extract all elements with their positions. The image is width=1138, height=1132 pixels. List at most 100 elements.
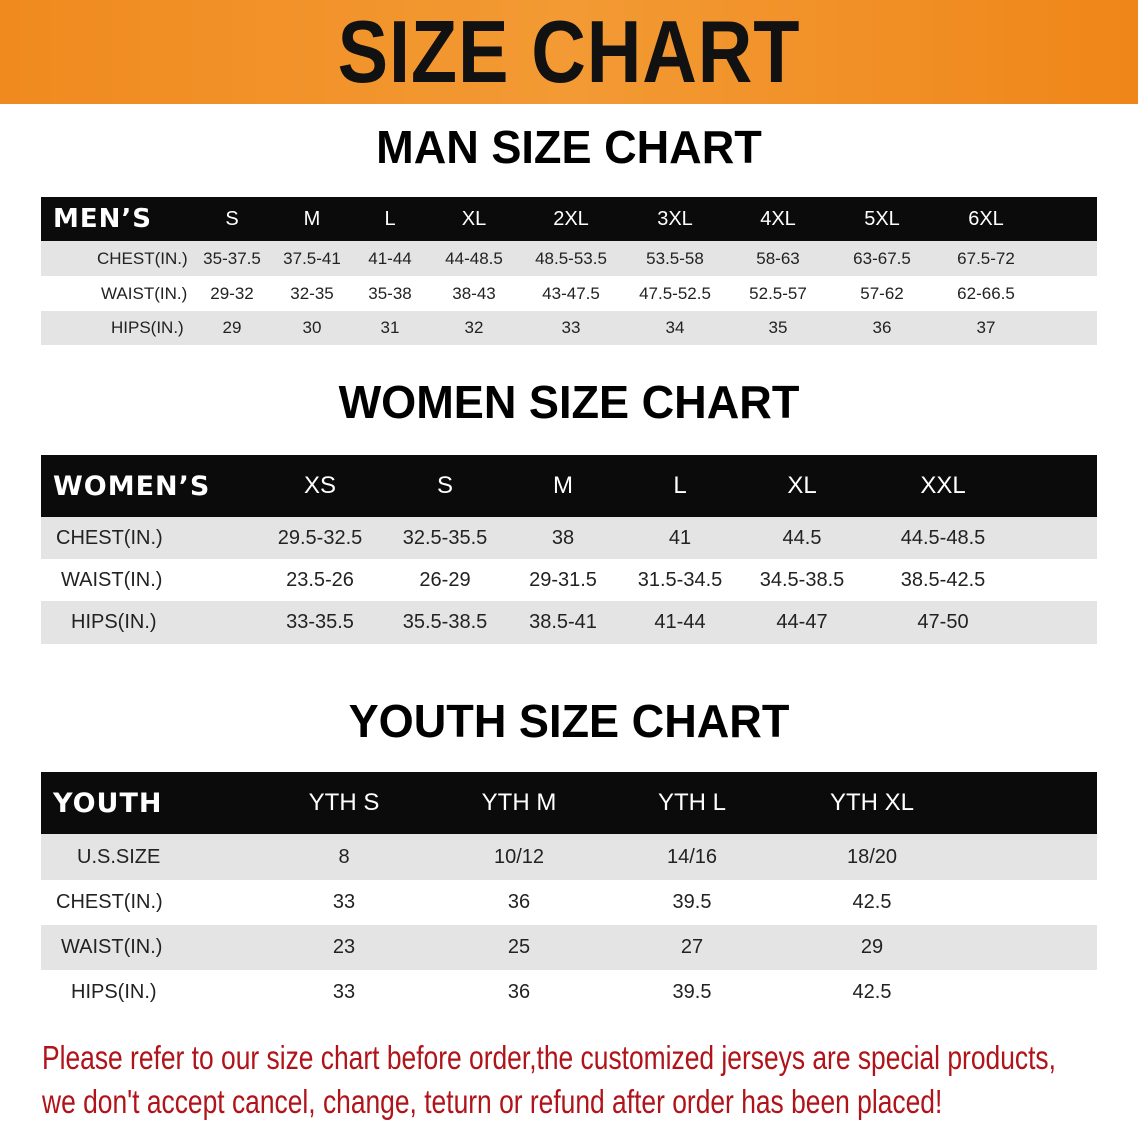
- youth-table-row: WAIST(IN.) 23 25 27 29: [41, 925, 1097, 970]
- row-label: CHEST(IN.): [56, 891, 163, 913]
- table-cell: 8: [338, 845, 350, 868]
- table-cell: 32.5-35.5: [402, 526, 488, 549]
- table-cell: 39.5: [672, 981, 712, 1003]
- men-size-l: L: [384, 207, 396, 230]
- women-size-xxl: XXL: [920, 472, 966, 499]
- table-cell: 57-62: [860, 283, 904, 303]
- women-table-row: CHEST(IN.) 29.5-32.5 32.5-35.5 38 41 44.5 44.5…: [41, 517, 1097, 559]
- table-cell: 25: [507, 936, 531, 958]
- women-size-xl: XL: [787, 472, 817, 499]
- table-cell: 31.5-34.5: [637, 568, 723, 591]
- men-size-s: S: [225, 207, 239, 230]
- table-cell: 42.5: [852, 981, 892, 1003]
- men-table-row: HIPS(IN.) 29 30 31 32 33 34 35 36 37: [41, 311, 1097, 345]
- table-cell: 27: [680, 936, 704, 958]
- men-size-xl: XL: [461, 207, 487, 230]
- youth-section-title: YOUTH SIZE CHART: [348, 695, 790, 747]
- banner-title: SIZE CHART: [337, 2, 801, 101]
- women-header-label: WOMEN’S: [53, 470, 211, 502]
- table-cell: 44.5-48.5: [900, 526, 986, 549]
- table-cell: 62-66.5: [957, 283, 1015, 303]
- table-cell: 29-32: [210, 283, 254, 303]
- table-cell: 33: [332, 981, 356, 1003]
- table-cell: 44-48.5: [445, 248, 503, 268]
- table-cell: 41: [668, 526, 692, 549]
- women-header-row: WOMEN’S XS S M L XL XXL: [41, 455, 1097, 517]
- table-cell: 37: [976, 318, 996, 337]
- table-cell: 44.5: [782, 526, 822, 549]
- table-cell: 43-47.5: [542, 283, 600, 303]
- men-size-5xl: 5XL: [864, 207, 900, 230]
- table-cell: 41-44: [654, 611, 706, 633]
- note-line-1: Please refer to our size chart before or…: [42, 1039, 1056, 1076]
- table-cell: 29.5-32.5: [277, 526, 363, 549]
- table-cell: 41-44: [368, 248, 412, 268]
- table-cell: 38.5-41: [529, 611, 597, 633]
- men-size-3xl: 3XL: [657, 207, 693, 230]
- table-cell: 39.5: [672, 891, 712, 913]
- table-cell: 31: [380, 318, 400, 337]
- women-table-row: HIPS(IN.) 33-35.5 35.5-38.5 38.5-41 41-44 44-…: [41, 601, 1097, 644]
- row-label: HIPS(IN.): [71, 981, 157, 1003]
- table-cell: 32-35: [290, 283, 334, 303]
- table-cell: 33: [561, 318, 581, 337]
- women-size-m: M: [553, 472, 573, 499]
- women-size-s: S: [436, 472, 454, 499]
- table-cell: 67.5-72: [957, 248, 1015, 268]
- women-section-title: WOMEN SIZE CHART: [338, 376, 800, 428]
- table-cell: 32: [464, 318, 484, 337]
- table-cell: 29-31.5: [529, 568, 597, 591]
- men-size-6xl: 6XL: [968, 207, 1004, 230]
- table-cell: 47.5-52.5: [639, 283, 711, 303]
- table-cell: 52.5-57: [749, 283, 807, 303]
- men-size-table: MEN’S S M L XL 2XL 3XL 4XL 5XL 6XL CHEST(IN.) 35-37…: [41, 197, 1097, 345]
- table-cell: 44-47: [776, 611, 828, 633]
- table-cell: 29: [222, 318, 242, 337]
- table-cell: 26-29: [419, 568, 471, 591]
- note-line-2: we don't accept cancel, change, teturn o…: [42, 1083, 943, 1120]
- table-cell: 36: [872, 318, 892, 337]
- table-cell: 35-38: [368, 283, 412, 303]
- table-cell: 35: [768, 318, 788, 337]
- row-label: CHEST(IN.): [56, 526, 163, 549]
- table-cell: 10/12: [493, 845, 545, 868]
- youth-size-yth-m: YTH M: [481, 789, 557, 816]
- table-cell: 63-67.5: [853, 248, 911, 268]
- women-size-xs: XS: [303, 472, 337, 499]
- youth-size-yth-xl: YTH XL: [829, 789, 915, 816]
- table-cell: 29: [860, 936, 884, 958]
- row-label: HIPS(IN.): [71, 611, 157, 633]
- row-label: U.S.SIZE: [77, 845, 161, 868]
- table-cell: 36: [507, 981, 531, 1003]
- youth-header-row: YOUTH YTH S YTH M YTH L YTH XL: [41, 772, 1097, 834]
- table-cell: 35.5-38.5: [402, 611, 488, 633]
- table-cell: 33-35.5: [286, 611, 354, 633]
- men-table-row: CHEST(IN.) 35-37.5 37.5-41 41-44 44-48.5 48.5…: [41, 241, 1097, 276]
- youth-size-yth-l: YTH L: [657, 789, 727, 816]
- table-cell: 23.5-26: [286, 568, 354, 591]
- men-table-row: WAIST(IN.) 29-32 32-35 35-38 38-43 43-47.5 47.…: [41, 276, 1097, 311]
- women-size-table: WOMEN’S XS S M L XL XXL CHEST(IN.) 29.5-32.5 32.5…: [41, 455, 1097, 644]
- banner: SIZE CHART: [0, 0, 1138, 104]
- youth-size-table: YOUTH YTH S YTH M YTH L YTH XL U.S.SIZE 8 10/12…: [41, 772, 1097, 1015]
- youth-header-label: YOUTH: [53, 787, 163, 819]
- women-size-l: L: [673, 472, 687, 499]
- youth-table-row: HIPS(IN.) 33 36 39.5 42.5: [41, 970, 1097, 1015]
- table-cell: 38: [551, 526, 575, 549]
- women-table-row: WAIST(IN.) 23.5-26 26-29 29-31.5 31.5-34.5 34…: [41, 559, 1097, 601]
- men-size-m: M: [303, 207, 321, 230]
- row-label: WAIST(IN.): [61, 568, 163, 591]
- table-cell: 18/20: [846, 845, 898, 868]
- table-cell: 47-50: [917, 611, 969, 633]
- row-label: CHEST(IN.): [97, 248, 188, 268]
- youth-size-yth-s: YTH S: [308, 789, 380, 816]
- men-size-4xl: 4XL: [760, 207, 796, 230]
- men-header-row: MEN’S S M L XL 2XL 3XL 4XL 5XL 6XL: [41, 197, 1097, 241]
- youth-table-row: CHEST(IN.) 33 36 39.5 42.5: [41, 880, 1097, 925]
- men-header-label: MEN’S: [53, 204, 152, 234]
- table-cell: 14/16: [666, 845, 718, 868]
- men-section-title: MAN SIZE CHART: [376, 121, 762, 173]
- table-cell: 42.5: [852, 891, 892, 913]
- table-cell: 48.5-53.5: [535, 248, 607, 268]
- table-cell: 37.5-41: [283, 248, 341, 268]
